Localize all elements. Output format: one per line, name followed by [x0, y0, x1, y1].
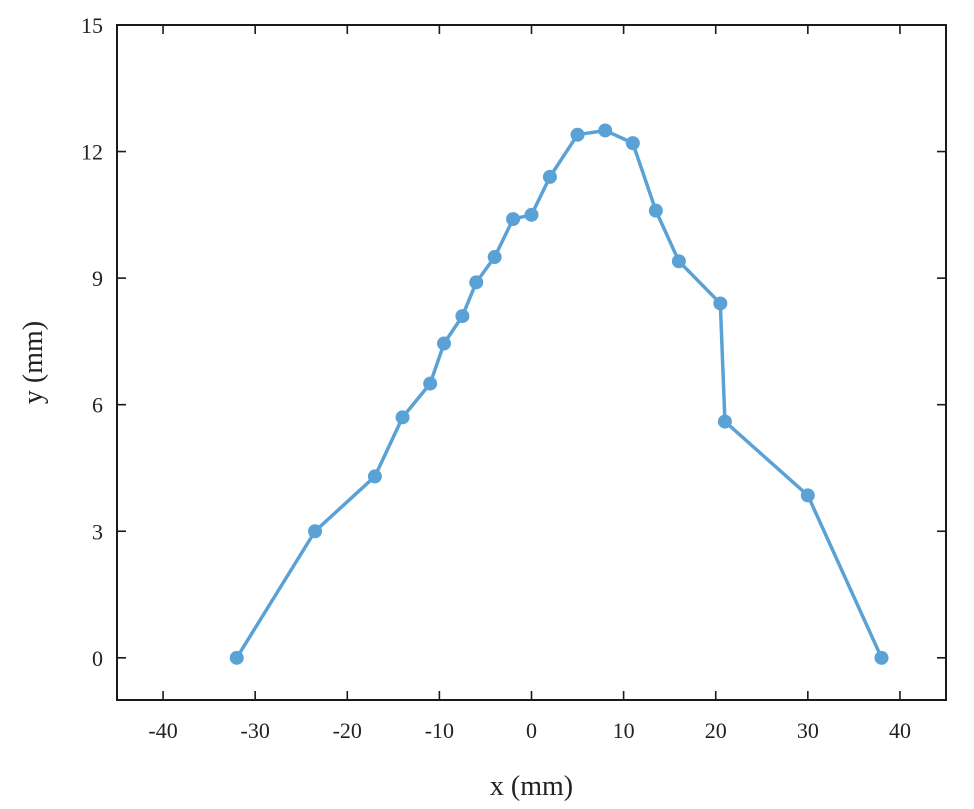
data-point	[506, 212, 521, 227]
x-tick-label: -10	[425, 718, 454, 743]
x-tick-label: 30	[797, 718, 819, 743]
series-layer	[229, 123, 889, 665]
y-tick-label: 9	[92, 266, 103, 291]
x-tick-label: 0	[526, 718, 537, 743]
y-axis-title: y (mm)	[18, 321, 49, 404]
data-point	[542, 169, 557, 184]
y-axis-ticks: 0 3 6 9 12 15	[81, 13, 946, 671]
y-tick-label: 0	[92, 646, 103, 671]
data-point	[570, 127, 585, 142]
data-point	[524, 207, 539, 222]
data-point	[308, 524, 323, 539]
y-tick-label: 15	[81, 13, 103, 38]
data-point	[671, 254, 686, 269]
y-tick-label: 3	[92, 519, 103, 544]
x-tick-label: 10	[613, 718, 635, 743]
plot-frame	[116, 24, 947, 701]
data-point	[455, 309, 470, 324]
x-axis-title: x (mm)	[490, 771, 573, 802]
data-point	[800, 488, 815, 503]
data-point	[436, 336, 451, 351]
y-tick-label: 12	[81, 140, 103, 165]
data-point	[367, 469, 382, 484]
data-point	[598, 123, 613, 138]
x-tick-label: -20	[333, 718, 362, 743]
y-tick-label: 6	[92, 393, 103, 418]
series-line	[234, 128, 884, 660]
x-axis-ticks: -40 -30 -20 -10 0 10 20 30 40	[148, 25, 911, 743]
data-point	[395, 410, 410, 425]
x-tick-label: 20	[705, 718, 727, 743]
data-point	[874, 650, 889, 665]
data-point	[423, 376, 438, 391]
data-point	[469, 275, 484, 290]
data-point	[717, 414, 732, 429]
data-point	[648, 203, 663, 218]
x-tick-label: 40	[889, 718, 911, 743]
x-tick-label: -40	[148, 718, 177, 743]
data-point	[713, 296, 728, 311]
data-point	[625, 136, 640, 151]
data-point	[229, 650, 244, 665]
data-point	[487, 250, 502, 265]
x-tick-label: -30	[241, 718, 270, 743]
